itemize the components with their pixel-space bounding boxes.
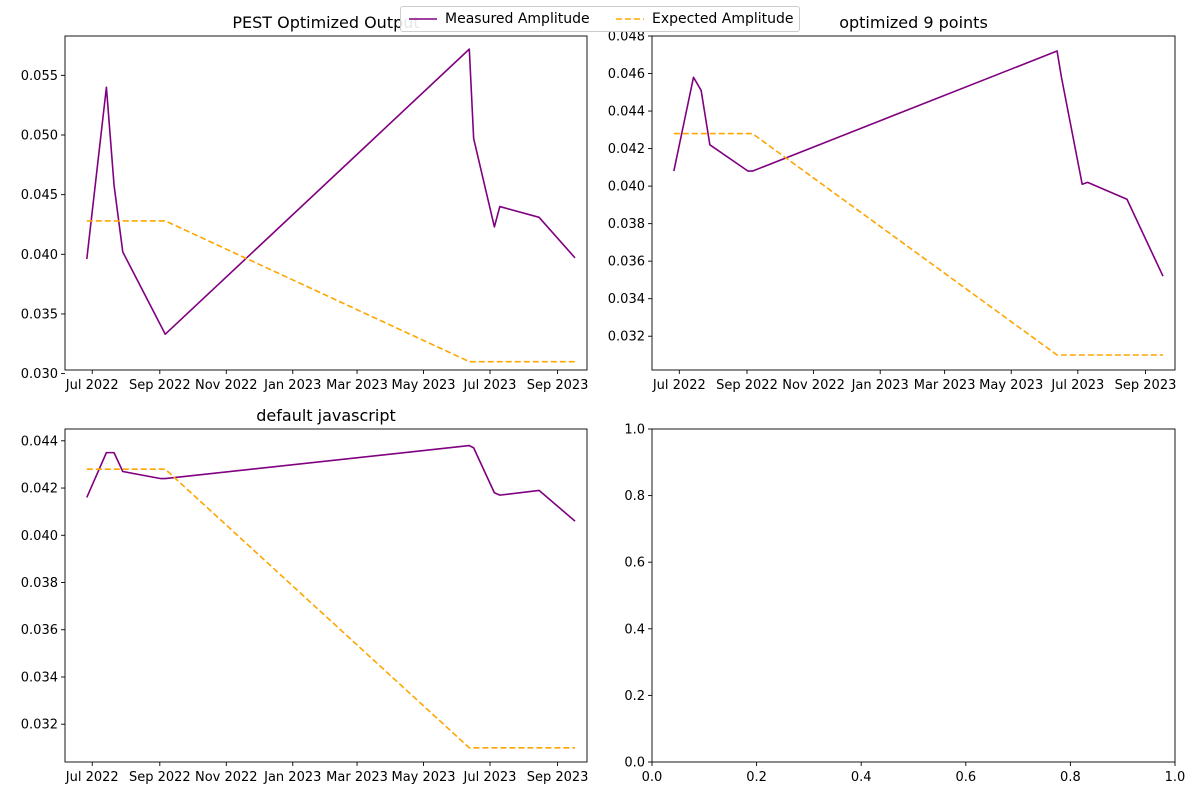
y-tick-label: 0.6 — [624, 556, 645, 571]
y-tick-label: 0.044 — [608, 105, 645, 120]
x-tick-label: 0.4 — [851, 770, 872, 785]
y-tick-label: 0.038 — [608, 217, 645, 232]
x-tick-label: Sep 2022 — [129, 770, 191, 785]
y-tick-label: 0.034 — [608, 292, 645, 307]
x-tick-label: May 2023 — [391, 378, 455, 393]
axes-frame — [64, 35, 588, 371]
x-tick-label: Sep 2023 — [1115, 378, 1177, 393]
x-tick-label: May 2023 — [391, 770, 455, 785]
y-tick-label: 0.032 — [21, 718, 58, 733]
y-tick-label: 0.040 — [608, 180, 645, 195]
series-line-measured — [86, 48, 576, 336]
y-tick-label: 0.040 — [21, 529, 58, 544]
y-tick-label: 0.0 — [624, 756, 645, 771]
y-tick-label: 0.036 — [21, 623, 58, 638]
subplot-1: Jul 2022 Sep 2022 Nov 2022 Jan 2023 Mar 2023… — [21, 13, 589, 393]
x-tick-label: Mar 2023 — [326, 378, 388, 393]
y-tick-label: 0.036 — [608, 255, 645, 270]
x-tick-label: 1.0 — [1165, 770, 1186, 785]
x-tick-label: Jul 2023 — [463, 378, 517, 393]
y-tick-label: 0.2 — [624, 689, 645, 704]
y-tick-label: 0.042 — [21, 482, 58, 497]
subplot-title: optimized 9 points — [839, 13, 988, 32]
x-tick-label: Jul 2022 — [65, 770, 119, 785]
x-tick-label: Jul 2023 — [463, 770, 517, 785]
y-tick-label: 0.8 — [624, 489, 645, 504]
y-tick-label: 1.0 — [624, 423, 645, 438]
y-tick-label: 0.050 — [21, 129, 58, 144]
legend: Measured Amplitude Expected Amplitude — [400, 6, 800, 32]
y-tick-label: 0.048 — [608, 30, 645, 45]
x-tick-label: Sep 2022 — [129, 378, 191, 393]
legend-swatch-measured — [409, 18, 437, 20]
x-tick-label: Nov 2022 — [195, 770, 258, 785]
axes-frame — [651, 428, 1176, 763]
x-tick-label: 0.8 — [1060, 770, 1081, 785]
x-tick-label: 0.0 — [642, 770, 663, 785]
y-tick-label: 0.040 — [21, 248, 58, 263]
x-tick-label: Jan 2023 — [263, 378, 321, 393]
series-line-measured — [673, 50, 1164, 277]
subplot-4: 0.0 0.2 0.4 0.6 0.8 1.0 0.0 0.2 0.4 0.6 0.8 1.0 — [624, 423, 1185, 786]
y-tick-label: 0.035 — [21, 307, 58, 322]
x-tick-label: Mar 2023 — [914, 378, 976, 393]
y-tick-label: 0.032 — [608, 330, 645, 345]
y-tick-label: 0.4 — [624, 622, 645, 637]
x-tick-label: Jan 2023 — [851, 378, 909, 393]
legend-swatch-expected — [616, 18, 644, 20]
series-line-measured — [86, 444, 576, 522]
x-tick-label: Mar 2023 — [326, 770, 388, 785]
series-line-expected — [86, 220, 576, 363]
subplot-2: Jul 2022 Sep 2022 Nov 2022 Jan 2023 Mar 2023… — [608, 13, 1177, 393]
axes-frame — [651, 35, 1176, 371]
y-tick-label: 0.030 — [21, 367, 58, 382]
x-tick-label: Sep 2023 — [527, 770, 589, 785]
series-line-expected — [86, 468, 576, 749]
x-tick-label: Sep 2022 — [716, 378, 778, 393]
subplot-title: default javascript — [256, 406, 396, 425]
subplot-3: Jul 2022 Sep 2022 Nov 2022 Jan 2023 Mar 2023… — [21, 406, 589, 785]
x-tick-label: Nov 2022 — [782, 378, 845, 393]
axes-frame — [64, 428, 588, 763]
x-tick-label: Jan 2023 — [263, 770, 321, 785]
subplot-title: PEST Optimized Output — [232, 13, 419, 32]
y-tick-label: 0.046 — [608, 67, 645, 82]
y-tick-label: 0.042 — [608, 142, 645, 157]
x-tick-label: Jul 2022 — [65, 378, 119, 393]
x-tick-label: Sep 2023 — [527, 378, 589, 393]
legend-label-measured: Measured Amplitude — [445, 11, 590, 27]
legend-item-measured: Measured Amplitude — [409, 9, 590, 29]
x-tick-label: Jul 2023 — [1050, 378, 1104, 393]
y-tick-label: 0.044 — [21, 434, 58, 449]
y-tick-label: 0.055 — [21, 69, 58, 84]
x-tick-label: Nov 2022 — [195, 378, 258, 393]
x-tick-label: May 2023 — [979, 378, 1043, 393]
x-tick-label: 0.6 — [955, 770, 976, 785]
x-tick-label: 0.2 — [746, 770, 767, 785]
legend-item-expected: Expected Amplitude — [616, 9, 794, 29]
legend-label-expected: Expected Amplitude — [652, 11, 794, 27]
y-tick-label: 0.034 — [21, 670, 58, 685]
y-tick-label: 0.038 — [21, 576, 58, 591]
y-tick-label: 0.045 — [21, 188, 58, 203]
series-line-expected — [673, 132, 1163, 356]
x-tick-label: Jul 2022 — [652, 378, 706, 393]
